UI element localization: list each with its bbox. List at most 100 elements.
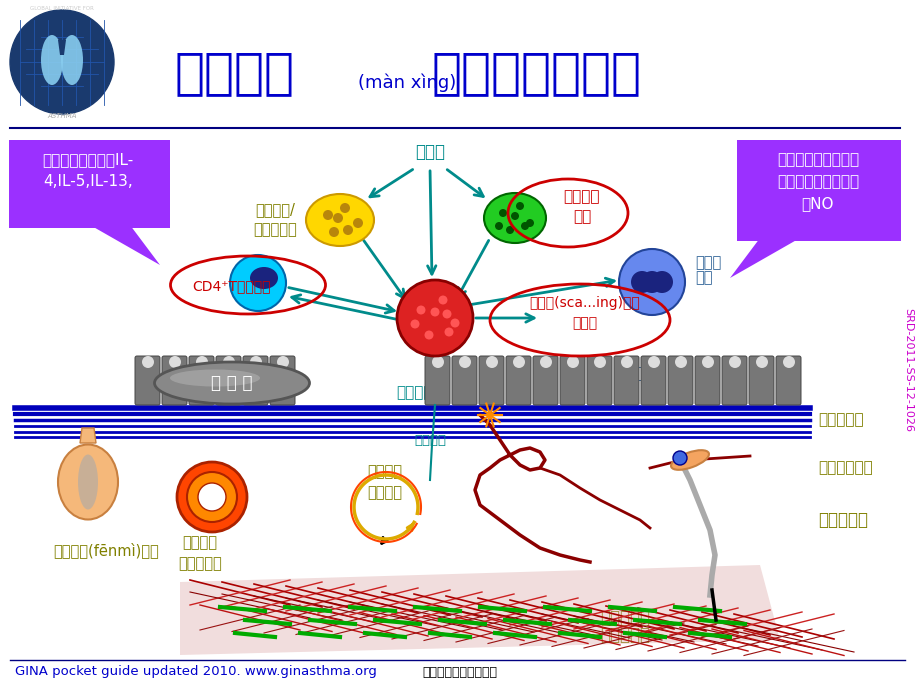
FancyBboxPatch shape (269, 356, 295, 405)
Ellipse shape (58, 444, 118, 520)
FancyBboxPatch shape (188, 356, 214, 405)
Circle shape (630, 271, 652, 293)
Circle shape (10, 10, 114, 114)
Circle shape (494, 222, 503, 230)
FancyBboxPatch shape (505, 356, 530, 405)
Ellipse shape (78, 455, 98, 509)
Text: GINA pocket guide updated 2010. www.ginasthma.org: GINA pocket guide updated 2010. www.gina… (15, 665, 377, 678)
FancyBboxPatch shape (479, 356, 504, 405)
Circle shape (432, 356, 444, 368)
Circle shape (329, 227, 338, 237)
Ellipse shape (483, 193, 545, 243)
Circle shape (728, 356, 740, 368)
Text: (màn xìng): (màn xìng) (357, 74, 456, 92)
Polygon shape (90, 225, 160, 265)
Circle shape (340, 203, 349, 213)
Text: 上皮细胞: 上皮细胞 (624, 366, 663, 380)
Circle shape (510, 212, 518, 220)
FancyBboxPatch shape (748, 356, 773, 405)
Circle shape (505, 226, 514, 234)
Text: 炎症与哮喘发病: 炎症与哮喘发病 (432, 49, 641, 97)
Circle shape (526, 219, 533, 227)
Ellipse shape (61, 35, 83, 85)
Circle shape (444, 328, 453, 337)
Circle shape (450, 319, 459, 328)
Text: GLOBAL INITIATIVE FOR: GLOBAL INITIATIVE FOR (30, 6, 94, 10)
FancyBboxPatch shape (532, 356, 558, 405)
Text: 肥大细胞
组胺: 肥大细胞 组胺 (563, 190, 599, 224)
Circle shape (410, 319, 419, 328)
FancyBboxPatch shape (694, 356, 720, 405)
Text: 嗜酸性(sca...ing)细胞
粒细胞: 嗜酸性(sca...ing)细胞 粒细胞 (529, 296, 640, 330)
Circle shape (675, 356, 686, 368)
Circle shape (230, 255, 286, 311)
Circle shape (673, 451, 686, 465)
Text: 血浆渗出
水肿形成: 血浆渗出 水肿形成 (367, 464, 403, 500)
Circle shape (176, 462, 246, 532)
Text: 细胞: 细胞 (694, 270, 711, 286)
Circle shape (485, 356, 497, 368)
Ellipse shape (306, 194, 374, 246)
FancyBboxPatch shape (216, 356, 241, 405)
Circle shape (142, 356, 153, 368)
Circle shape (566, 356, 578, 368)
Circle shape (343, 225, 353, 235)
Circle shape (353, 218, 363, 228)
Ellipse shape (670, 450, 709, 470)
Text: 过敏原: 过敏原 (414, 143, 445, 161)
Ellipse shape (41, 35, 62, 85)
Circle shape (424, 331, 433, 339)
Polygon shape (729, 238, 800, 278)
FancyBboxPatch shape (775, 356, 800, 405)
Circle shape (430, 308, 439, 317)
Text: 气道慢性: 气道慢性 (175, 49, 295, 97)
Text: 上皮脱落: 上皮脱落 (414, 433, 446, 446)
FancyBboxPatch shape (9, 140, 170, 228)
Circle shape (459, 356, 471, 368)
Circle shape (516, 202, 524, 210)
Circle shape (618, 249, 685, 315)
Circle shape (647, 356, 659, 368)
Circle shape (641, 271, 663, 293)
Text: 上皮纤维化: 上皮纤维化 (817, 413, 863, 428)
Circle shape (187, 472, 237, 522)
Circle shape (222, 356, 234, 368)
FancyBboxPatch shape (162, 356, 187, 405)
Circle shape (169, 356, 181, 368)
Circle shape (442, 310, 451, 319)
Circle shape (250, 356, 262, 368)
Text: SRD-2011-SS-12-1026: SRD-2011-SS-12-1026 (902, 308, 912, 432)
FancyBboxPatch shape (425, 356, 449, 405)
Ellipse shape (250, 267, 278, 289)
Text: 感觉神经激活: 感觉神经激活 (817, 460, 872, 475)
Text: 释放炎性介质，如嗜
酸性粒细胞趋化因子
，NO: 释放炎性介质，如嗜 酸性粒细胞趋化因子 ，NO (776, 152, 858, 211)
FancyBboxPatch shape (586, 356, 611, 405)
FancyBboxPatch shape (243, 356, 267, 405)
Circle shape (651, 271, 673, 293)
Ellipse shape (170, 370, 260, 386)
FancyBboxPatch shape (721, 356, 746, 405)
Polygon shape (58, 40, 66, 55)
Circle shape (196, 356, 208, 368)
Text: ASTHMA: ASTHMA (47, 113, 76, 119)
Text: CD4⁺T淋巴细胞: CD4⁺T淋巴细胞 (193, 279, 271, 293)
Text: 中性粒: 中性粒 (694, 255, 720, 270)
Circle shape (539, 356, 551, 368)
Circle shape (782, 356, 794, 368)
Text: 释放炎性介质，如IL-
4,IL-5,IL-13,: 释放炎性介质，如IL- 4,IL-5,IL-13, (42, 152, 133, 189)
Text: 血管扩张
新血管形成: 血管扩张 新血管形成 (178, 535, 221, 571)
Circle shape (438, 295, 447, 304)
Text: 粘 液 栓: 粘 液 栓 (211, 374, 253, 392)
Circle shape (620, 356, 632, 368)
Polygon shape (180, 565, 779, 655)
Text: 神经激活: 神经激活 (396, 385, 433, 400)
Ellipse shape (154, 362, 309, 404)
Circle shape (323, 210, 333, 220)
Text: 平滑肌收缩: 平滑肌收缩 (599, 609, 650, 627)
FancyBboxPatch shape (613, 356, 639, 405)
Circle shape (520, 222, 528, 230)
Circle shape (198, 483, 226, 511)
Text: 胆碱能反射: 胆碱能反射 (817, 511, 867, 529)
FancyBboxPatch shape (135, 356, 160, 405)
FancyBboxPatch shape (560, 356, 584, 405)
